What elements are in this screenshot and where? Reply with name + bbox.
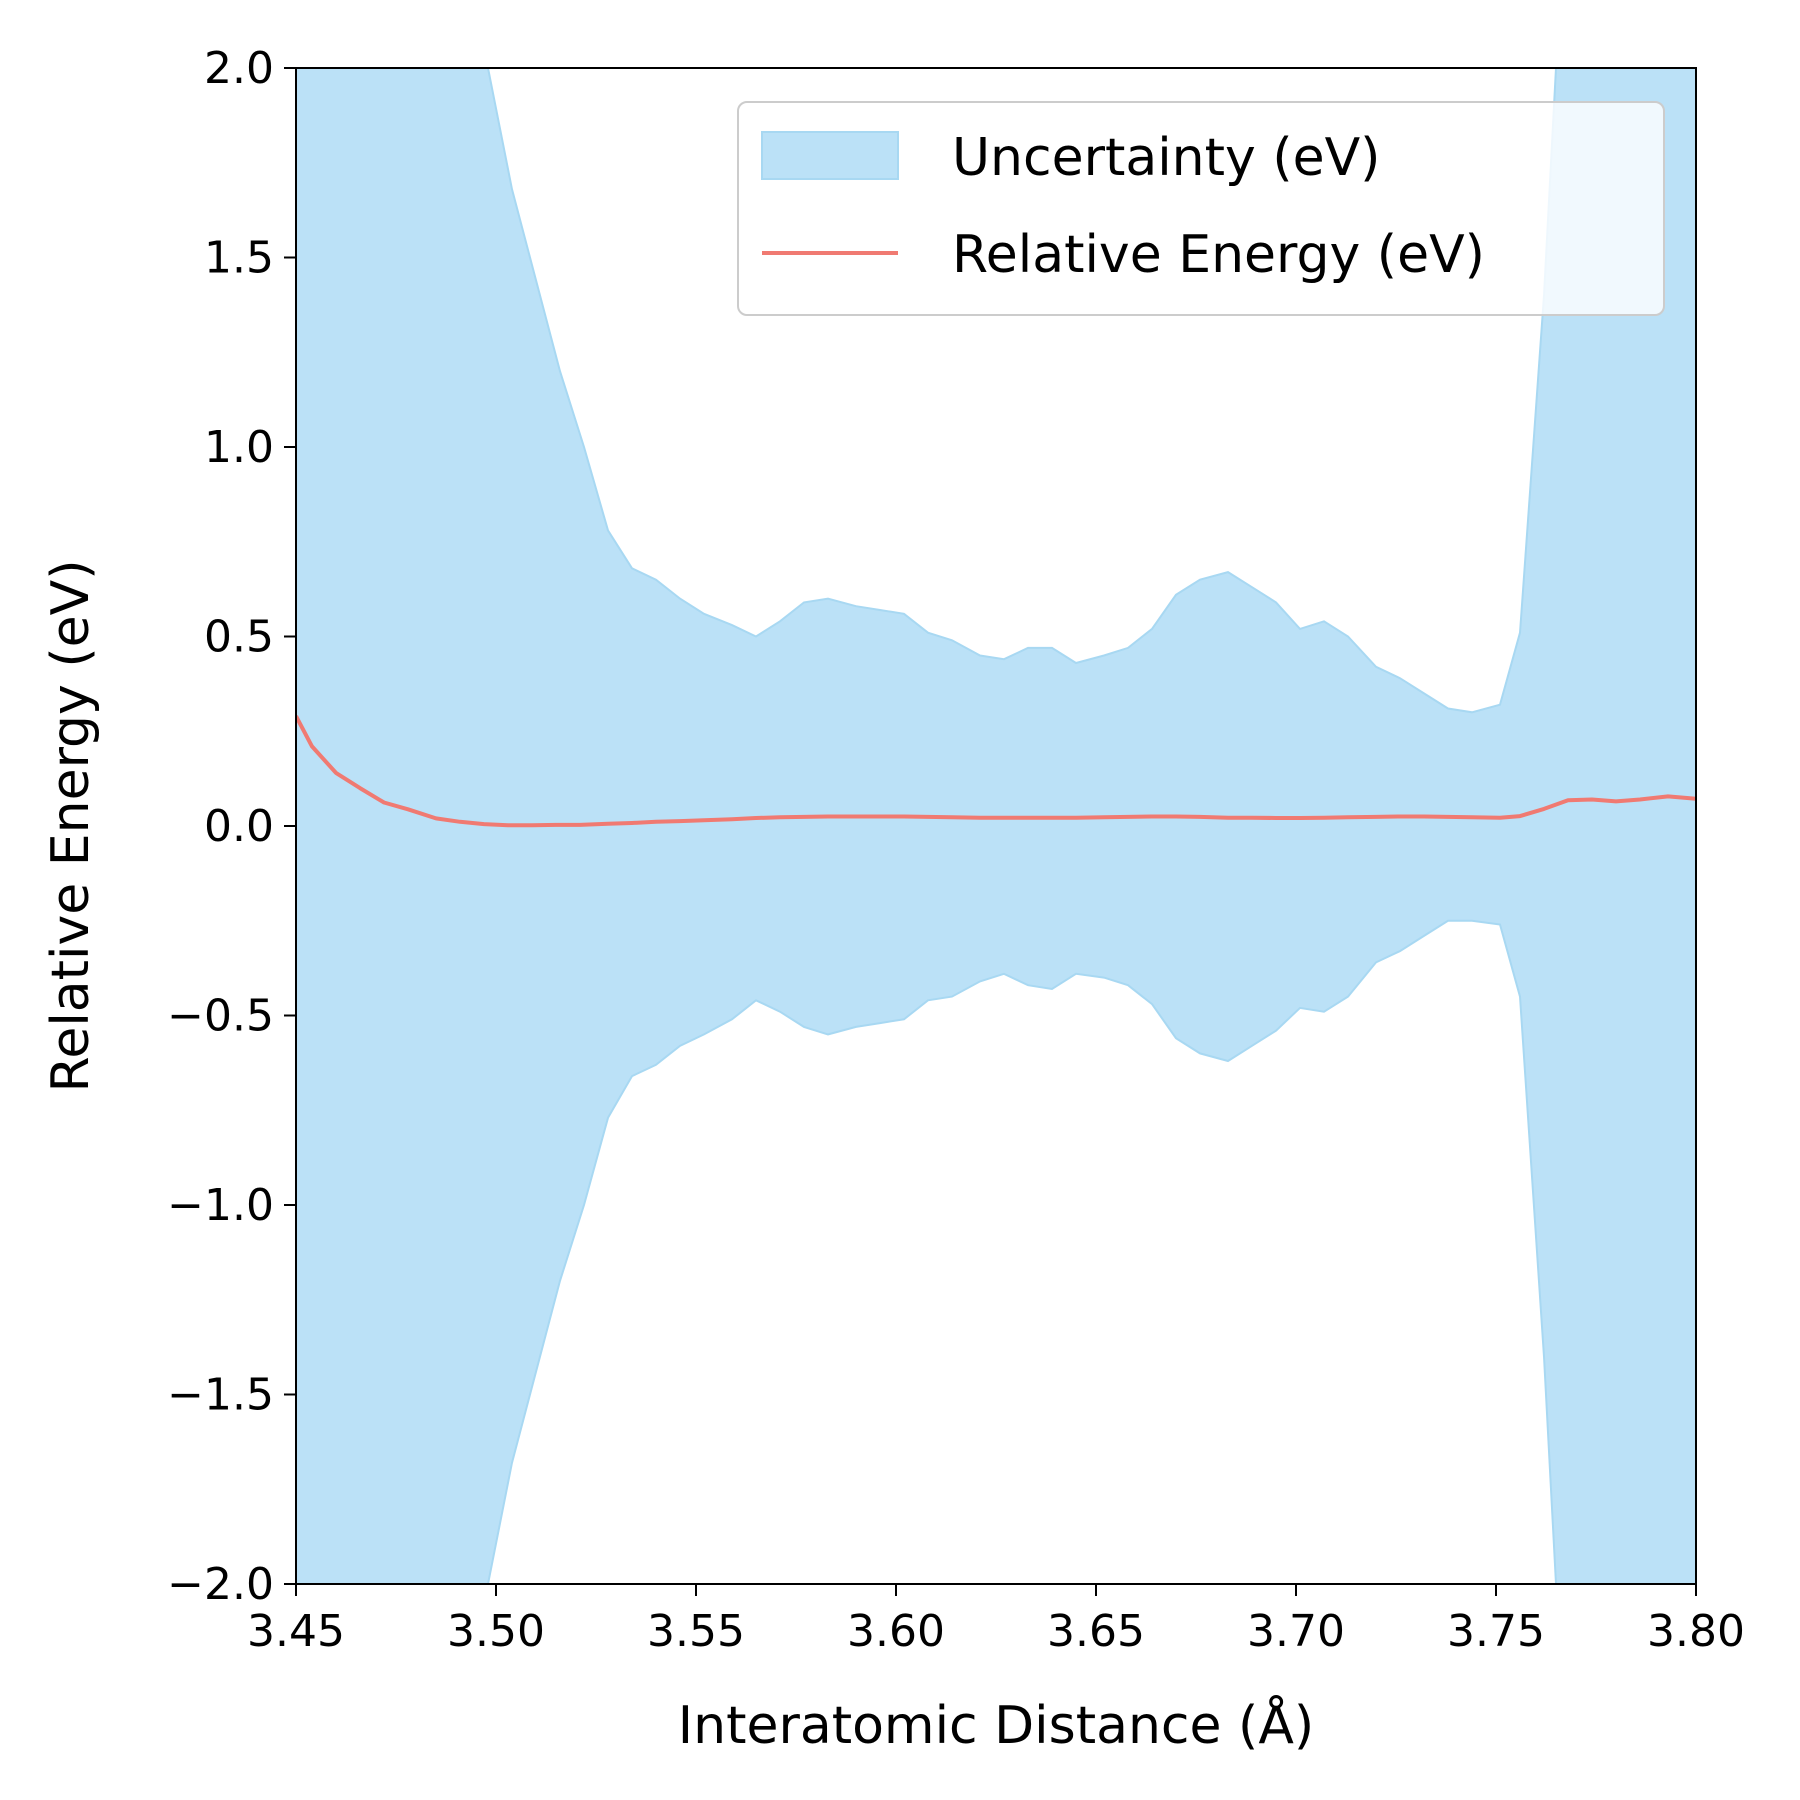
y-axis-label: Relative Energy (eV) xyxy=(41,560,101,1093)
x-axis-label: Interatomic Distance (Å) xyxy=(678,1694,1314,1756)
x-tick-label: 3.80 xyxy=(1647,1606,1745,1657)
x-tick-label: 3.70 xyxy=(1247,1606,1345,1657)
y-tick-label: −0.5 xyxy=(167,991,274,1042)
legend-band-label: Uncertainty (eV) xyxy=(952,128,1380,188)
x-axis: 3.45 3.50 3.55 3.60 3.65 3.70 3.75 3.80 xyxy=(247,1584,1745,1657)
x-tick-label: 3.55 xyxy=(647,1606,745,1657)
x-tick-label: 3.60 xyxy=(847,1606,945,1657)
uncertainty-band xyxy=(296,68,1696,1584)
legend-frame xyxy=(737,101,1665,316)
data-layer xyxy=(296,68,1696,1584)
y-tick-label: −2.0 xyxy=(167,1559,274,1610)
y-tick-label: 2.0 xyxy=(204,43,274,94)
y-tick-label: 1.5 xyxy=(204,233,274,284)
x-tick-label: 3.75 xyxy=(1447,1606,1545,1657)
x-tick-label: 3.65 xyxy=(1047,1606,1145,1657)
x-tick-label: 3.45 xyxy=(247,1606,345,1657)
y-axis: 2.0 1.5 1.0 0.5 0.0 −0.5 −1.0 −1.5 −2.0 xyxy=(167,43,296,1610)
relative-energy-line xyxy=(296,715,1696,828)
y-tick-label: 0.0 xyxy=(204,801,274,852)
y-tick-label: −1.0 xyxy=(167,1180,274,1231)
x-tick-label: 3.50 xyxy=(447,1606,545,1657)
y-tick-label: 0.5 xyxy=(204,612,274,663)
legend: Uncertainty (eV) Relative Energy (eV) xyxy=(737,101,1665,316)
y-tick-label: 1.0 xyxy=(204,422,274,473)
legend-line-label: Relative Energy (eV) xyxy=(952,225,1485,285)
y-tick-label: −1.5 xyxy=(167,1370,274,1421)
legend-band-swatch xyxy=(761,131,899,180)
